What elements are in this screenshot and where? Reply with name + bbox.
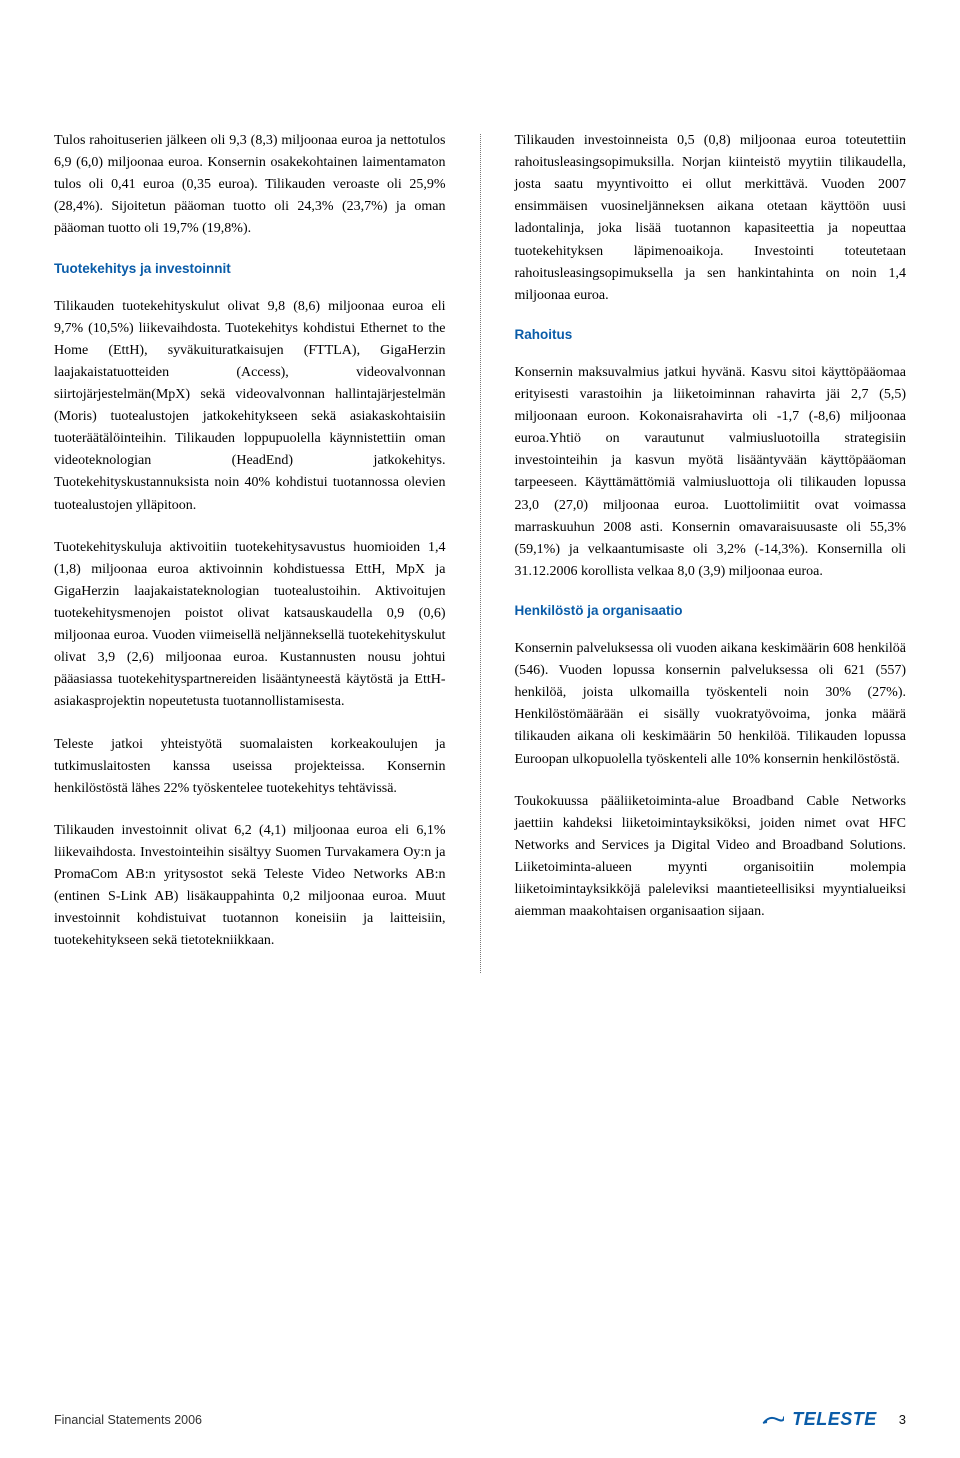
column-divider	[480, 134, 481, 973]
body-paragraph: Tilikauden investoinneista 0,5 (0,8) mil…	[515, 130, 907, 307]
right-column: Tilikauden investoinneista 0,5 (0,8) mil…	[515, 130, 907, 973]
section-heading-henkilosto: Henkilöstö ja organisaatio	[515, 603, 907, 618]
section-heading-tuotekehitys: Tuotekehitys ja investoinnit	[54, 261, 446, 276]
page-content: Tulos rahoituserien jälkeen oli 9,3 (8,3…	[0, 0, 960, 1033]
body-paragraph: Konsernin maksuvalmius jatkui hyvänä. Ka…	[515, 362, 907, 583]
page-footer: Financial Statements 2006 TELESTE 3	[54, 1409, 906, 1430]
body-paragraph: Teleste jatkoi yhteistyötä suomalaisten …	[54, 734, 446, 800]
footer-logo-text: TELESTE	[792, 1409, 877, 1430]
body-paragraph: Tuotekehityskuluja aktivoitiin tuotekehi…	[54, 537, 446, 714]
body-paragraph: Tilikauden tuotekehityskulut olivat 9,8 …	[54, 296, 446, 517]
two-column-layout: Tulos rahoituserien jälkeen oli 9,3 (8,3…	[54, 130, 906, 973]
section-heading-rahoitus: Rahoitus	[515, 327, 907, 342]
page-number: 3	[899, 1412, 906, 1427]
body-paragraph: Konsernin palveluksessa oli vuoden aikan…	[515, 638, 907, 771]
footer-title: Financial Statements 2006	[54, 1413, 202, 1427]
body-paragraph: Tulos rahoituserien jälkeen oli 9,3 (8,3…	[54, 130, 446, 241]
teleste-logo-icon	[762, 1413, 784, 1427]
body-paragraph: Toukokuussa pääliiketoiminta-alue Broadb…	[515, 791, 907, 924]
footer-logo-block: TELESTE 3	[762, 1409, 906, 1430]
left-column: Tulos rahoituserien jälkeen oli 9,3 (8,3…	[54, 130, 446, 973]
body-paragraph: Tilikauden investoinnit olivat 6,2 (4,1)…	[54, 820, 446, 953]
